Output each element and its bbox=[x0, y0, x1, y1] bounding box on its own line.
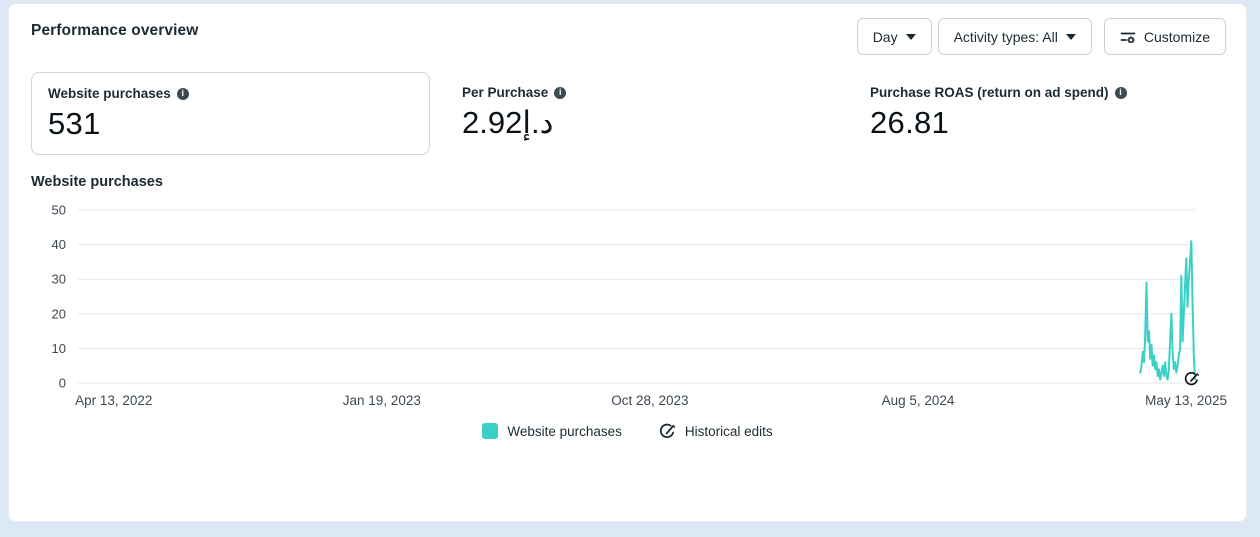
y-tick-label: 0 bbox=[59, 376, 66, 391]
y-tick-label: 30 bbox=[52, 272, 66, 287]
info-icon[interactable]: i bbox=[176, 87, 189, 100]
performance-overview-panel: Performance overview Day Activity types:… bbox=[8, 3, 1247, 522]
metrics-row: Website purchases i 531 Per Purchase i 2… bbox=[31, 72, 1226, 155]
website-purchases-chart: 0 10 20 30 40 50 Apr 13, 2022 Jan 19, 2023 Oct 2… bbox=[23, 196, 1232, 414]
info-icon[interactable]: i bbox=[554, 86, 567, 99]
chart-canvas: 0 10 20 30 40 50 Apr 13, 2022 Jan 19, 2023 Oct 2… bbox=[52, 203, 1227, 409]
legend-item-website-purchases: Website purchases bbox=[482, 423, 622, 439]
metric-value: 2.92د.إ bbox=[462, 105, 554, 140]
historical-edits-icon bbox=[1184, 372, 1198, 386]
activity-types-label: Activity types: All bbox=[953, 28, 1058, 45]
legend-label: Website purchases bbox=[507, 423, 622, 439]
metric-label-row: Website purchases i bbox=[48, 86, 413, 101]
metric-label-row: Per Purchase i bbox=[462, 85, 838, 100]
series-line-website-purchases[interactable] bbox=[1139, 240, 1196, 381]
metric-label: Purchase ROAS (return on ad spend) bbox=[870, 85, 1109, 100]
customize-button[interactable]: Customize bbox=[1103, 18, 1226, 55]
historical-edits-icon bbox=[659, 423, 676, 439]
metric-value: 531 bbox=[48, 106, 101, 141]
time-breakdown-dropdown[interactable]: Day bbox=[856, 18, 932, 55]
chart-legend: Website purchases Historical edits bbox=[9, 422, 1246, 440]
activity-types-dropdown[interactable]: Activity types: All bbox=[937, 18, 1092, 55]
y-tick-label: 10 bbox=[52, 341, 66, 356]
y-tick-label: 40 bbox=[52, 237, 66, 252]
metric-label: Per Purchase bbox=[462, 85, 549, 100]
toolbar: Day Activity types: All Customize bbox=[856, 18, 1226, 55]
metric-card-per-purchase[interactable]: Per Purchase i 2.92د.إ bbox=[446, 72, 854, 155]
chevron-down-icon bbox=[905, 33, 916, 40]
info-icon[interactable]: i bbox=[1114, 86, 1127, 99]
page-title: Performance overview bbox=[31, 22, 199, 39]
metric-label: Website purchases bbox=[48, 86, 171, 101]
x-tick-label: Aug 5, 2024 bbox=[882, 393, 955, 408]
historical-edits-marker[interactable] bbox=[1184, 372, 1200, 386]
chevron-down-icon bbox=[1065, 33, 1076, 40]
historical-edits-icon bbox=[1196, 373, 1200, 376]
panel-header: Performance overview Day Activity types:… bbox=[9, 4, 1246, 55]
y-tick-label: 20 bbox=[52, 306, 66, 321]
metric-card-purchase-roas[interactable]: Purchase ROAS (return on ad spend) i 26.… bbox=[854, 72, 1143, 155]
metric-value: 26.81 bbox=[870, 105, 950, 140]
legend-label: Historical edits bbox=[684, 423, 773, 439]
chart-title: Website purchases bbox=[31, 174, 163, 190]
x-tick-label: Oct 28, 2023 bbox=[611, 393, 688, 408]
metric-card-website-purchases[interactable]: Website purchases i 531 bbox=[31, 72, 430, 155]
customize-icon bbox=[1120, 32, 1136, 43]
x-tick-label: Jan 19, 2023 bbox=[343, 393, 421, 408]
legend-swatch-teal bbox=[482, 423, 499, 439]
time-breakdown-label: Day bbox=[872, 28, 898, 45]
metric-label-row: Purchase ROAS (return on ad spend) i bbox=[870, 85, 1127, 100]
legend-item-historical-edits: Historical edits bbox=[658, 422, 773, 440]
customize-label: Customize bbox=[1143, 28, 1210, 45]
y-tick-label: 50 bbox=[52, 203, 66, 218]
x-tick-label: Apr 13, 2022 bbox=[75, 393, 152, 408]
x-tick-label: May 13, 2025 bbox=[1145, 393, 1227, 408]
historical-edits-icon bbox=[1190, 373, 1198, 382]
